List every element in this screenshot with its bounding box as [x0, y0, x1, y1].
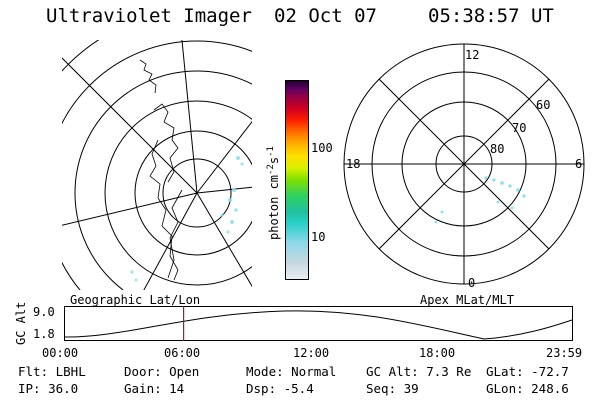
date-label: 02 Oct 07: [274, 5, 377, 27]
polar-panel-label: Apex MLat/MLT: [420, 293, 514, 307]
status-dsp: Dsp: -5.4: [246, 381, 314, 396]
polar-mlt-0: 0: [468, 276, 476, 290]
polar-lat-70: 70: [512, 121, 527, 135]
polar-mlt-12: 12: [465, 48, 480, 62]
time-label: 05:38:57 UT: [428, 5, 554, 27]
colorbar-tick-100: 100: [311, 141, 333, 155]
colorbar-tick-10: 10: [311, 230, 326, 244]
altitude-axis-label: GC Alt: [14, 301, 28, 345]
time-tick-0000: 00:00: [42, 346, 79, 360]
altitude-tick-high: 9.0: [33, 305, 55, 319]
status-ip: IP: 36.0: [18, 381, 79, 396]
status-seq: Seq: 39: [366, 381, 419, 396]
status-glat: GLat: -72.7: [486, 364, 569, 379]
polar-lat-60: 60: [536, 98, 551, 112]
geographic-panel-label: Geographic Lat/Lon: [70, 293, 201, 307]
status-filter: Flt: LBHL: [18, 364, 86, 379]
status-gc-alt: GC Alt: 7.3 Re: [366, 364, 472, 379]
status-glon: GLon: 248.6: [486, 381, 569, 396]
intensity-colorbar: [285, 80, 309, 280]
time-tick-1200: 12:00: [293, 346, 330, 360]
status-mode: Mode: Normal: [246, 364, 337, 379]
polar-mlt-6: 6: [575, 157, 583, 171]
status-door: Door: Open: [124, 364, 200, 379]
status-gain: Gain: 14: [124, 381, 185, 396]
time-tick-1800: 18:00: [419, 346, 456, 360]
polar-plot: [343, 43, 585, 285]
time-tick-0600: 06:00: [164, 346, 201, 360]
geographic-map: [62, 40, 252, 290]
altitude-tick-low: 1.8: [33, 327, 55, 341]
colorbar-unit-label: photon cm-2s-1: [266, 146, 281, 240]
instrument-title: Ultraviolet Imager: [46, 5, 252, 27]
altitude-plot: [64, 306, 573, 341]
polar-lat-80: 80: [490, 142, 505, 156]
polar-mlt-18: 18: [346, 157, 361, 171]
time-tick-2359: 23:59: [546, 346, 583, 360]
